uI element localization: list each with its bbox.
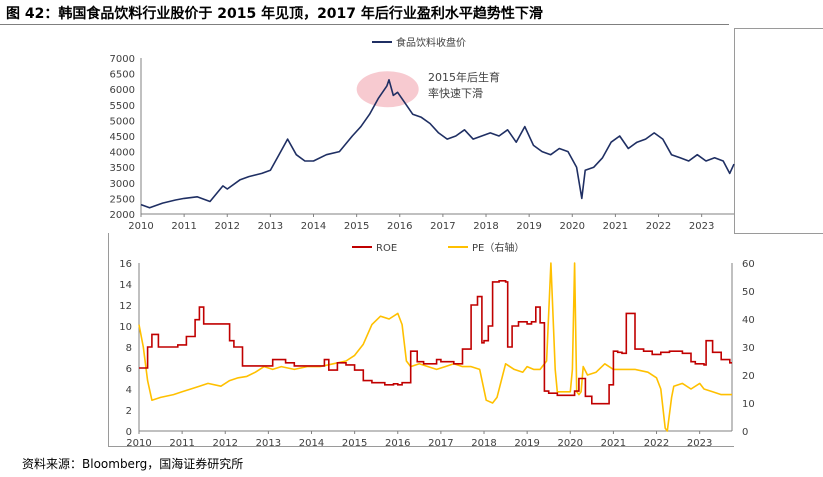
index-price-chart: 2000 2500 3000 3500 4000 4500 5000 5500 6000 6500… (110, 36, 735, 232)
y-tick-label: 2000 (110, 210, 135, 221)
legend-label-index: 食品饮料收盘价 (396, 36, 466, 49)
x-tick-label: 2011 (169, 438, 194, 449)
y-right-tick-label: 0 (742, 427, 748, 438)
y-right-tick-label: 50 (742, 287, 755, 298)
y-right-tick-label: 10 (742, 399, 755, 410)
frame-line (108, 446, 734, 447)
index-price-line (140, 78, 735, 209)
y-left-tick-label: 8 (126, 343, 132, 354)
y-left-tick-label: 4 (126, 385, 132, 396)
x-tick-label: 2010 (128, 221, 153, 232)
x-tick-label: 2022 (646, 221, 671, 232)
y-left-tick-label: 10 (119, 322, 132, 333)
y-tick-label: 5000 (110, 116, 135, 127)
y-left-tick-label: 14 (119, 280, 132, 291)
y-tick-label: 2500 (110, 194, 135, 205)
y-tick-label: 3000 (110, 179, 135, 190)
x-tick-label: 2023 (687, 438, 712, 449)
x-tick-label: 2013 (256, 438, 281, 449)
x-tick-label: 2020 (560, 221, 585, 232)
x-tick-label: 2019 (514, 438, 539, 449)
x-tick-label: 2020 (558, 438, 583, 449)
x-tick-label: 2022 (644, 438, 669, 449)
figure-title: 图 42：韩国食品饮料行业股价于 2015 年见顶，2017 年后行业盈利水平趋… (6, 6, 543, 22)
x-tick-label: 2013 (258, 221, 283, 232)
legend-label-pe: PE（右轴） (472, 241, 524, 254)
x-tick-label: 2014 (299, 438, 324, 449)
y-left-tick-label: 2 (126, 406, 132, 417)
frame-line (734, 28, 823, 29)
x-tick-label: 2021 (601, 438, 626, 449)
x-tick-label: 2019 (516, 221, 541, 232)
y-tick-label: 4500 (110, 132, 135, 143)
x-tick-label: 2015 (344, 221, 369, 232)
y-tick-label: 3500 (110, 163, 135, 174)
y-tick-label: 4000 (110, 148, 135, 159)
frame-line (108, 233, 109, 446)
x-tick-label: 2018 (471, 438, 496, 449)
y-left-tick-label: 6 (126, 364, 132, 375)
y-left-tick-label: 0 (126, 427, 132, 438)
x-tick-label: 2012 (215, 221, 240, 232)
y-right-tick-label: 60 (742, 259, 755, 270)
x-tick-label: 2017 (430, 221, 455, 232)
y-tick-label: 7000 (110, 54, 135, 65)
roe-pe-chart: 0 2 4 6 8 10 12 14 16 0 10 20 30 40 50 60 2010 2011 2012 20… (119, 241, 755, 449)
x-tick-label: 2016 (387, 221, 412, 232)
y-left-tick-label: 12 (119, 301, 132, 312)
frame-line (734, 233, 823, 234)
y-left-tick-label: 16 (119, 259, 132, 270)
source-note: 资料来源：Bloomberg，国海证券研究所 (22, 457, 244, 471)
y-right-tick-label: 40 (742, 315, 755, 326)
pe-line (138, 262, 732, 432)
x-tick-label: 2011 (171, 221, 196, 232)
x-tick-label: 2015 (342, 438, 367, 449)
x-tick-label: 2010 (126, 438, 151, 449)
annotation-line-1: 2015年后生育 (428, 71, 500, 84)
y-tick-label: 6500 (110, 70, 135, 81)
x-tick-label: 2016 (385, 438, 410, 449)
y-right-tick-label: 20 (742, 371, 755, 382)
peak-highlight (356, 71, 419, 108)
y-right-tick-label: 30 (742, 343, 755, 354)
x-tick-label: 2012 (213, 438, 238, 449)
y-tick-label: 6000 (110, 85, 135, 96)
x-tick-label: 2023 (689, 221, 714, 232)
roe-line (139, 280, 732, 405)
x-tick-label: 2014 (301, 221, 326, 232)
title-rule (0, 24, 729, 25)
y-tick-label: 5500 (110, 101, 135, 112)
legend-label-roe: ROE (376, 243, 397, 254)
x-tick-label: 2018 (473, 221, 498, 232)
frame-line (734, 28, 735, 233)
annotation-line-2: 率快速下滑 (428, 87, 483, 100)
x-tick-label: 2021 (603, 221, 628, 232)
x-tick-label: 2017 (428, 438, 453, 449)
